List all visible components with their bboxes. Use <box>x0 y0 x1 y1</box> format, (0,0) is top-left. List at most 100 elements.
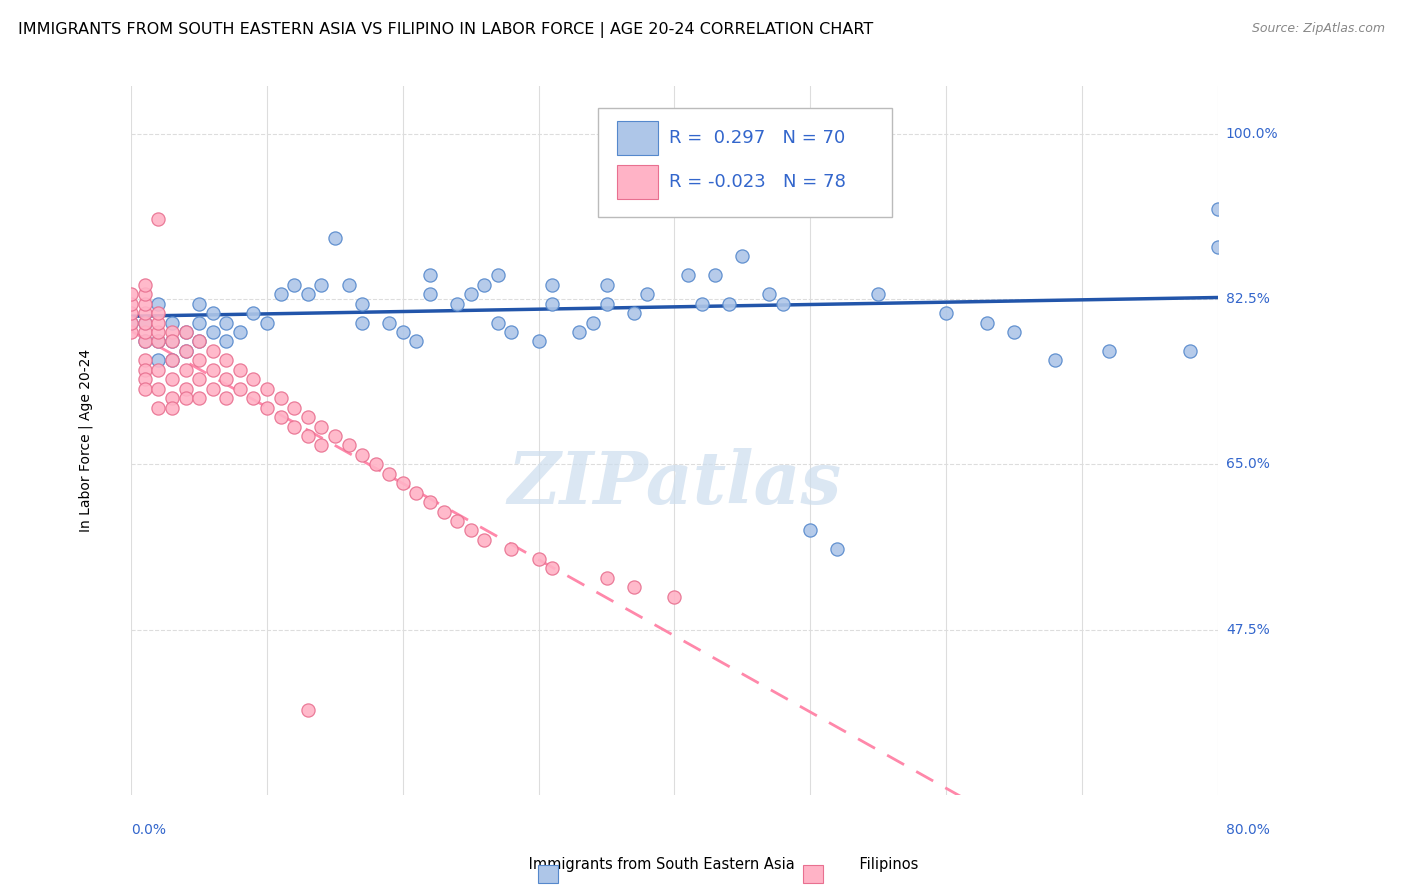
Point <box>148 334 170 349</box>
Point <box>120 306 142 320</box>
Point <box>1206 202 1229 217</box>
Point <box>392 476 415 491</box>
FancyBboxPatch shape <box>599 108 891 218</box>
Text: Immigrants from South Eastern Asia              Filipinos: Immigrants from South Eastern Asia Filip… <box>488 857 918 872</box>
Point <box>160 334 183 349</box>
Point <box>201 382 224 396</box>
Point <box>148 334 170 349</box>
Point <box>201 363 224 377</box>
Point <box>134 287 156 301</box>
Point <box>501 325 523 339</box>
Point <box>460 524 482 538</box>
Text: 82.5%: 82.5% <box>1226 292 1270 306</box>
Text: 47.5%: 47.5% <box>1226 623 1270 637</box>
Point <box>419 268 441 283</box>
Point <box>120 325 142 339</box>
Point <box>799 524 821 538</box>
Point <box>174 363 197 377</box>
Point <box>283 277 305 292</box>
Point <box>229 325 252 339</box>
Point <box>690 296 713 310</box>
Point <box>256 382 278 396</box>
Point <box>229 363 252 377</box>
Point <box>242 391 264 405</box>
Point <box>174 325 197 339</box>
Point <box>160 334 183 349</box>
Point <box>160 372 183 386</box>
Point <box>148 211 170 226</box>
Point <box>827 542 849 557</box>
Point <box>160 391 183 405</box>
Point <box>148 296 170 310</box>
Point <box>297 287 319 301</box>
Point <box>650 127 672 141</box>
Point <box>148 382 170 396</box>
Point <box>378 316 401 330</box>
Point <box>378 467 401 481</box>
Point <box>636 127 658 141</box>
Point <box>311 419 333 434</box>
Point <box>472 533 495 547</box>
Point <box>446 296 468 310</box>
Point <box>297 429 319 443</box>
Point <box>623 580 645 594</box>
Point <box>1098 343 1121 358</box>
Point <box>541 277 564 292</box>
Point <box>270 410 292 425</box>
FancyBboxPatch shape <box>617 165 658 199</box>
Point <box>174 325 197 339</box>
Point <box>419 495 441 509</box>
Point <box>337 277 360 292</box>
Point <box>134 382 156 396</box>
Point <box>472 277 495 292</box>
Point <box>352 448 374 462</box>
Point <box>976 316 998 330</box>
Point <box>120 287 142 301</box>
Point <box>188 353 211 368</box>
Point <box>772 296 794 310</box>
Point <box>188 372 211 386</box>
Point <box>704 268 727 283</box>
Point <box>717 296 740 310</box>
Point <box>134 363 156 377</box>
Point <box>134 353 156 368</box>
Text: In Labor Force | Age 20-24: In Labor Force | Age 20-24 <box>79 349 93 533</box>
Point <box>297 410 319 425</box>
Point <box>134 306 156 320</box>
Point <box>405 334 427 349</box>
Point <box>352 316 374 330</box>
Point <box>432 505 454 519</box>
Point <box>595 571 617 585</box>
Point <box>215 353 238 368</box>
Point <box>935 306 957 320</box>
Point <box>405 485 427 500</box>
Point <box>174 382 197 396</box>
Point <box>148 401 170 415</box>
Point <box>527 552 550 566</box>
Point <box>256 316 278 330</box>
Point <box>120 296 142 310</box>
Point <box>188 296 211 310</box>
Text: 100.0%: 100.0% <box>1226 127 1278 141</box>
Point <box>1206 240 1229 254</box>
Point <box>527 334 550 349</box>
Point <box>134 372 156 386</box>
Point <box>229 382 252 396</box>
Point <box>148 325 170 339</box>
Point <box>731 250 754 264</box>
Text: R =  0.297   N = 70: R = 0.297 N = 70 <box>669 129 845 147</box>
Point <box>174 343 197 358</box>
Point <box>148 363 170 377</box>
Point <box>352 296 374 310</box>
Point <box>174 343 197 358</box>
Point <box>120 316 142 330</box>
Point <box>242 372 264 386</box>
Point <box>297 703 319 717</box>
Point <box>419 287 441 301</box>
Point <box>595 296 617 310</box>
Point <box>582 316 605 330</box>
Point <box>1043 353 1066 368</box>
FancyBboxPatch shape <box>617 121 658 155</box>
Point <box>501 542 523 557</box>
Point <box>460 287 482 301</box>
